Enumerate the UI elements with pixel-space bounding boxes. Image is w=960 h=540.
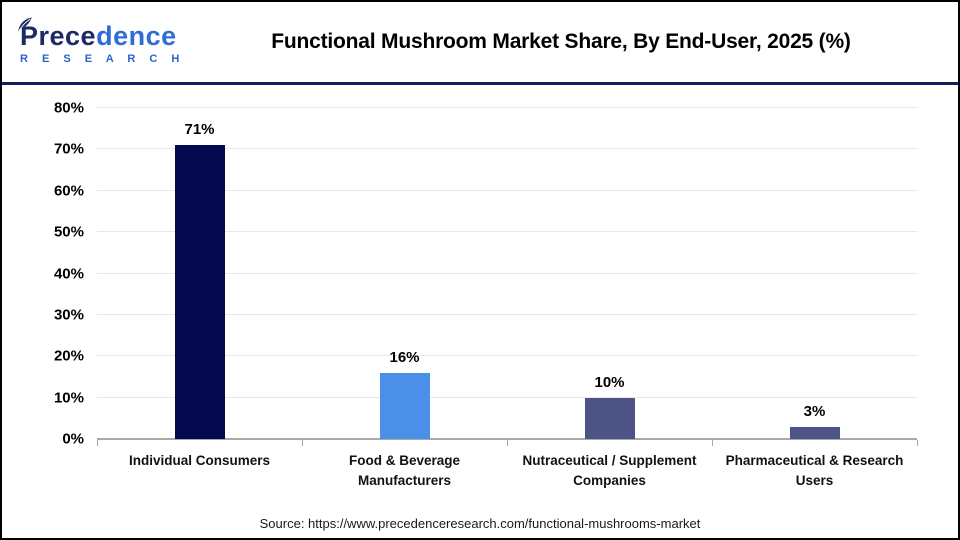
x-axis-category-label: Pharmaceutical & Research Users xyxy=(725,453,904,489)
y-axis-tick-label: 20% xyxy=(53,347,84,365)
brand-logo: Precedence R E S E A R C H xyxy=(18,17,185,65)
x-axis-category-label: Food & Beverage Manufacturers xyxy=(348,453,461,489)
brand-name-light: dence xyxy=(96,21,177,51)
x-axis-tick xyxy=(507,440,508,446)
y-axis-tick-label: 0% xyxy=(62,430,84,448)
bar-2 xyxy=(379,372,430,439)
y-axis-tick-label: 30% xyxy=(53,306,84,324)
gridline xyxy=(97,396,917,398)
gridline xyxy=(97,272,917,274)
source-note: Source: https://www.precedenceresearch.c… xyxy=(259,516,701,531)
gridline xyxy=(97,189,917,191)
bar-value-label: 16% xyxy=(389,348,420,366)
y-axis-tick-label: 50% xyxy=(53,223,84,241)
header: Precedence R E S E A R C H Functional Mu… xyxy=(2,2,958,85)
gridline xyxy=(97,313,917,315)
gridline xyxy=(97,107,917,108)
brand-name: Precedence xyxy=(20,21,176,51)
bar-1 xyxy=(174,145,225,439)
x-axis-tick xyxy=(917,440,918,446)
x-axis-category-label: Nutraceutical / Supplement Companies xyxy=(522,453,697,489)
x-axis-tick xyxy=(97,440,98,446)
bar-3 xyxy=(584,397,635,439)
x-axis-category-label: Individual Consumers xyxy=(128,453,271,468)
y-axis-tick-label: 10% xyxy=(53,389,84,407)
bar-value-label: 10% xyxy=(594,373,625,391)
leaf-icon xyxy=(18,17,32,32)
x-axis-tick xyxy=(712,440,713,446)
bar-value-label: 71% xyxy=(184,121,215,139)
x-axis-line xyxy=(97,438,917,440)
y-axis-tick-label: 60% xyxy=(53,182,84,200)
y-axis-tick-label: 80% xyxy=(53,99,84,117)
y-axis-tick-label: 40% xyxy=(53,265,84,282)
bar-value-label: 3% xyxy=(803,402,826,420)
gridline xyxy=(97,231,917,233)
bar-chart: 0% 10% 20% 30% 40% 50% 60% 70% 80% 71% Individual … xyxy=(2,85,958,538)
plot-area xyxy=(97,107,918,446)
page-title: Functional Mushroom Market Share, By End… xyxy=(271,30,851,53)
gridline xyxy=(97,148,917,150)
gridline xyxy=(97,355,917,357)
bar-4 xyxy=(789,426,840,439)
x-axis-tick xyxy=(302,440,303,446)
brand-subtitle: R E S E A R C H xyxy=(20,53,185,65)
y-axis-tick-label: 70% xyxy=(53,140,84,158)
brand-name-dark: Prece xyxy=(20,21,97,51)
